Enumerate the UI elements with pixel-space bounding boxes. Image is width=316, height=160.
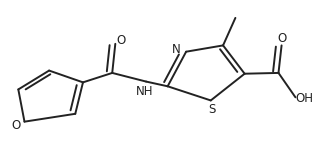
Text: NH: NH [136,85,153,98]
Text: OH: OH [296,92,314,105]
Text: S: S [209,103,216,116]
Text: O: O [277,32,286,45]
Text: N: N [172,43,181,56]
Text: O: O [11,119,21,132]
Text: O: O [117,34,126,47]
